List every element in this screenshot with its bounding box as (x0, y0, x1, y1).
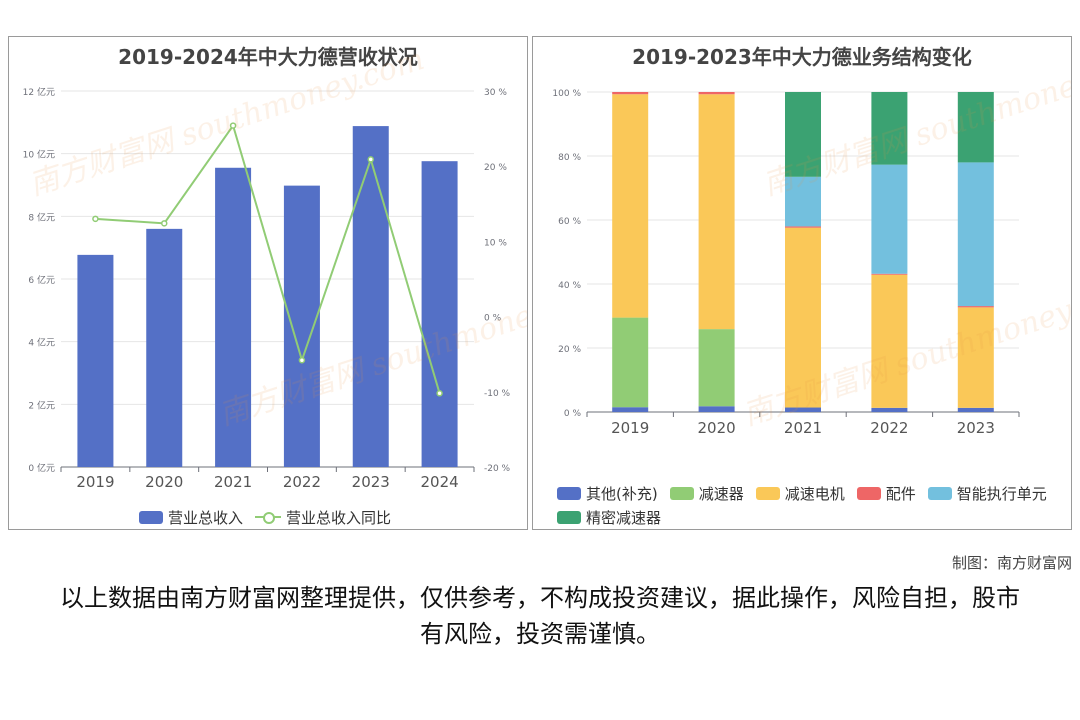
bar-revenue (146, 228, 183, 467)
y-tick-label: 20 % (558, 345, 581, 355)
bar-segment (871, 273, 908, 275)
bar-revenue (421, 161, 458, 467)
structure-chart-title: 2019-2023年中大力德业务结构变化 (632, 45, 972, 69)
y-tick-label-right: -10 % (484, 389, 511, 399)
bar-segment (612, 317, 649, 408)
point-revenue-yoy (436, 390, 443, 397)
disclaimer-text: 以上数据由南方财富网整理提供，仅供参考，不构成投资建议，据此操作，风险自担，股市… (60, 584, 1020, 648)
x-tick-label: 2020 (698, 419, 736, 437)
y-tick-label-left: 10 亿元 (23, 149, 55, 161)
revenue-chart-legend: 营业总收入 营业总收入同比 (139, 505, 403, 529)
bar-segment (785, 92, 821, 177)
legend-label: 智能执行单元 (956, 484, 1047, 503)
legend-item[interactable]: 智能执行单元 (927, 481, 1047, 505)
bar-segment (785, 226, 821, 228)
x-tick-label: 2022 (870, 419, 908, 437)
legend-label-revenue: 营业总收入 (168, 508, 244, 527)
legend-swatch (927, 486, 952, 500)
bar-segment (957, 307, 994, 408)
legend-item-revenue-yoy[interactable]: 营业总收入同比 (255, 505, 391, 529)
x-tick-label: 2023 (957, 419, 995, 437)
bar-segment (871, 164, 908, 274)
y-tick-label-left: 0 亿元 (28, 462, 55, 474)
y-tick-label-left: 4 亿元 (28, 337, 55, 349)
business-structure-chart-panel: 2019-2023年中大力德业务结构变化 0 % 20 % 40 % 60 % 80 %… (532, 36, 1072, 530)
bar-revenue (77, 254, 114, 467)
y-tick-label: 40 % (558, 281, 581, 291)
structure-chart-svg: 0 % 20 % 40 % 60 % 80 % 100 % 2019 2020 2021 2022… (552, 89, 1020, 437)
y-tick-label-left: 12 亿元 (23, 86, 55, 98)
revenue-chart-title: 2019-2024年中大力德营收状况 (118, 45, 418, 69)
point-revenue-yoy (367, 156, 374, 163)
bar-segment (698, 329, 735, 407)
bar-segment (612, 94, 649, 318)
y-tick-label: 0 % (564, 409, 582, 419)
y-tick-label-right: 0 % (484, 314, 502, 324)
point-revenue-yoy (229, 122, 237, 129)
legend-label: 配件 (885, 484, 916, 503)
bar-segment (785, 227, 821, 408)
bar-segment (698, 94, 735, 330)
legend-item[interactable]: 配件 (856, 481, 916, 505)
legend-item[interactable]: 减速器 (669, 481, 744, 505)
y-tick-label-right: -20 % (484, 464, 511, 474)
legend-item[interactable]: 减速电机 (755, 481, 845, 505)
y-tick-label-left: 2 亿元 (28, 399, 55, 411)
y-tick-label: 100 % (552, 89, 581, 99)
y-tick-label-left: 6 亿元 (28, 274, 55, 286)
bar-segment (785, 176, 821, 227)
x-tick-label: 2021 (214, 473, 252, 491)
legend-label: 精密减速器 (586, 508, 662, 527)
x-tick-label: 2021 (784, 419, 822, 437)
legend-swatch-revenue-yoy (255, 510, 282, 524)
bar-segment (871, 274, 908, 408)
bar-segment (957, 92, 994, 163)
y-tick-label: 80 % (558, 153, 581, 163)
legend-label-revenue-yoy: 营业总收入同比 (286, 508, 392, 527)
revenue-chart-svg: 0 亿元 2 亿元 4 亿元 6 亿元 8 亿元 10 亿元 12 亿元 -20 % -10 %… (23, 86, 511, 491)
bar-segment (871, 92, 908, 165)
x-tick-label: 2019 (611, 419, 649, 437)
y-tick-label-right: 20 % (484, 163, 507, 173)
y-tick-label: 60 % (558, 217, 581, 227)
legend-label: 减速电机 (784, 484, 845, 503)
bar-segment (612, 92, 649, 95)
chart-credit: 制图：南方财富网 (951, 554, 1072, 572)
bar-segment (957, 162, 994, 307)
legend-swatch (856, 486, 881, 500)
x-tick-label: 2024 (420, 473, 458, 491)
bar-segment (785, 407, 821, 412)
y-tick-label-right: 10 % (484, 238, 507, 248)
legend-swatch (557, 486, 581, 500)
legend-item[interactable]: 精密减速器 (557, 505, 661, 529)
bar-revenue (352, 126, 389, 468)
legend-label: 减速器 (698, 484, 744, 503)
x-tick-label: 2020 (145, 473, 183, 491)
revenue-chart-panel: 2019-2024年中大力德营收状况 0 亿元 2 亿元 4 亿元 6 亿元 8 亿元 1… (8, 36, 528, 530)
bar-segment (698, 406, 735, 412)
line-revenue-yoy (95, 123, 441, 394)
x-tick-label: 2019 (76, 473, 114, 491)
bar-segment (612, 407, 649, 412)
structure-chart-legend: 其他(补充) 减速器 减速电机 配件 智能执行单元精密减速器 (557, 481, 1067, 529)
point-revenue-yoy (161, 220, 168, 227)
y-tick-label-right: 30 % (484, 88, 507, 98)
bar-segment (871, 407, 908, 412)
x-tick-label: 2022 (283, 473, 321, 491)
bar-segment (698, 92, 735, 95)
legend-swatch-revenue (139, 510, 163, 524)
legend-swatch (755, 486, 780, 500)
y-tick-label-left: 8 亿元 (28, 211, 55, 223)
legend-label: 其他(补充) (586, 484, 658, 503)
bar-segment (957, 306, 994, 308)
legend-item[interactable]: 其他(补充) (557, 481, 658, 505)
legend-item-revenue[interactable]: 营业总收入 (139, 505, 243, 529)
legend-swatch (669, 486, 694, 500)
bar-revenue (215, 167, 252, 467)
point-revenue-yoy (92, 215, 99, 223)
bar-segment (957, 407, 994, 412)
legend-swatch (557, 510, 581, 524)
x-tick-label: 2023 (352, 473, 390, 491)
point-revenue-yoy (298, 356, 306, 364)
